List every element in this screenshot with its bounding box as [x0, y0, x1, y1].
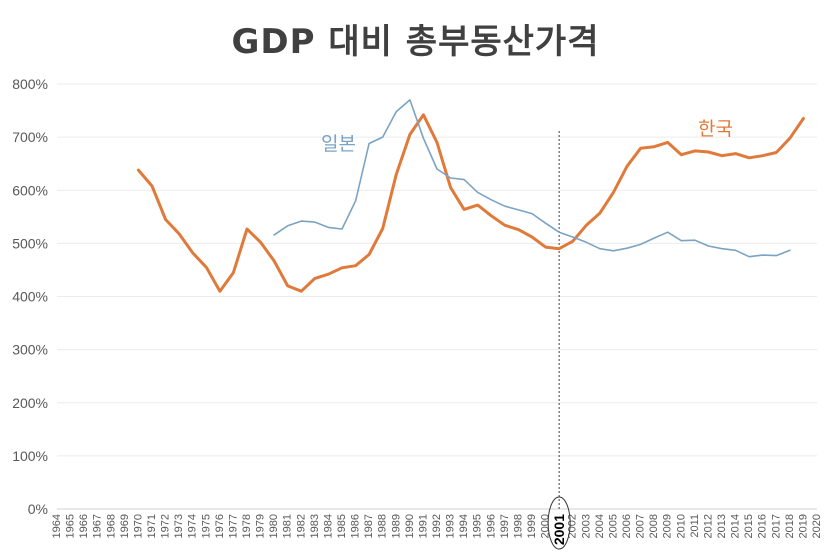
x-tick-label: 1999 [526, 514, 538, 538]
x-tick-label: 1998 [512, 514, 524, 538]
x-tick-label: 2004 [594, 514, 606, 538]
x-tick-label: 1978 [241, 514, 253, 538]
x-tick-label: 2007 [635, 514, 647, 538]
x-tick-label: 1981 [282, 514, 294, 538]
x-tick-label: 1991 [417, 514, 429, 538]
x-tick-label: 1964 [51, 514, 63, 538]
x-tick-label: 2015 [743, 514, 755, 538]
x-tick-label: 1987 [363, 514, 375, 538]
x-tick-label: 1990 [404, 514, 416, 538]
x-tick-label: 1997 [499, 514, 511, 538]
x-tick-label: 2017 [770, 514, 782, 538]
x-tick-label: 1969 [119, 514, 131, 538]
x-tick-label: 1996 [485, 514, 497, 538]
x-tick-label: 1973 [173, 514, 185, 538]
x-tick-label: 1986 [350, 514, 362, 538]
x-tick-label: 2003 [580, 514, 592, 538]
series-label-japan: 일본 [321, 133, 356, 155]
x-tick-label: 2012 [702, 514, 714, 538]
x-tick-label: 1970 [132, 514, 144, 538]
y-tick-label: 500% [12, 235, 48, 251]
x-tick-label: 1980 [268, 514, 280, 538]
series-group [136, 99, 805, 293]
x-tick-label: 1972 [160, 514, 172, 538]
x-tick-label: 2009 [662, 514, 674, 538]
x-tick-label: 1995 [472, 514, 484, 538]
x-tick-label: 1974 [187, 514, 199, 538]
y-tick-label: 400% [12, 289, 48, 305]
y-tick-label: 0% [28, 501, 48, 517]
x-tick-label: 1985 [336, 514, 348, 538]
x-tick-label: 1994 [458, 514, 470, 538]
x-tick-label: 2010 [675, 514, 687, 538]
x-tick-label: 1989 [390, 514, 402, 538]
x-tick-label: 2016 [757, 514, 769, 538]
x-tick-label: 1983 [309, 514, 321, 538]
x-tick-label: 2006 [621, 514, 633, 538]
x-tick-label: 1984 [322, 514, 334, 538]
x-tick-label: 1993 [445, 514, 457, 538]
x-tick-label: 1968 [105, 514, 117, 538]
y-tick-label: 700% [12, 129, 48, 145]
x-tick-label: 1967 [92, 514, 104, 538]
y-tick-label: 300% [12, 342, 48, 358]
x-tick-label-highlight: 2001 [551, 514, 567, 545]
series-line-japan [273, 99, 791, 258]
x-tick-label: 1975 [200, 514, 212, 538]
x-tick-label: 1982 [295, 514, 307, 538]
x-tick-label: 2005 [607, 514, 619, 538]
x-tick-label: 2019 [797, 514, 809, 538]
x-tick-label: 1979 [255, 514, 267, 538]
highlight-ellipse [547, 496, 571, 550]
y-tick-label: 600% [12, 182, 48, 198]
x-tick-label: 2018 [784, 514, 796, 538]
x-tick-label: 1966 [78, 514, 90, 538]
x-tick-label: 1971 [146, 514, 158, 538]
x-tick-label: 2013 [716, 514, 728, 538]
x-tick-label: 1977 [227, 514, 239, 538]
x-axis: 1964 1965 1966 1967 1968 1969 1970 1971 1972 1973… [51, 514, 823, 545]
x-tick-label: 2011 [689, 514, 701, 538]
x-tick-label: 2020 [811, 514, 823, 538]
gridlines [57, 83, 817, 510]
x-tick-label: 1988 [377, 514, 389, 538]
x-tick-label: 2014 [730, 514, 742, 538]
y-tick-label: 200% [12, 395, 48, 411]
x-tick-label: 2008 [648, 514, 660, 538]
series-label-korea: 한국 [698, 118, 733, 140]
x-tick-label: 1992 [431, 514, 443, 538]
reference-line-group [547, 131, 571, 550]
chart-title: GDP 대비 총부동산가격 [231, 22, 600, 62]
y-axis: 0% 100% 200% 300% 400% 500% 600% 700% 800% [12, 76, 48, 517]
x-tick-label: 1965 [65, 514, 77, 538]
y-tick-label: 100% [12, 448, 48, 464]
series-line-korea [136, 113, 805, 293]
y-tick-label: 800% [12, 76, 48, 92]
x-tick-label: 1976 [214, 514, 226, 538]
